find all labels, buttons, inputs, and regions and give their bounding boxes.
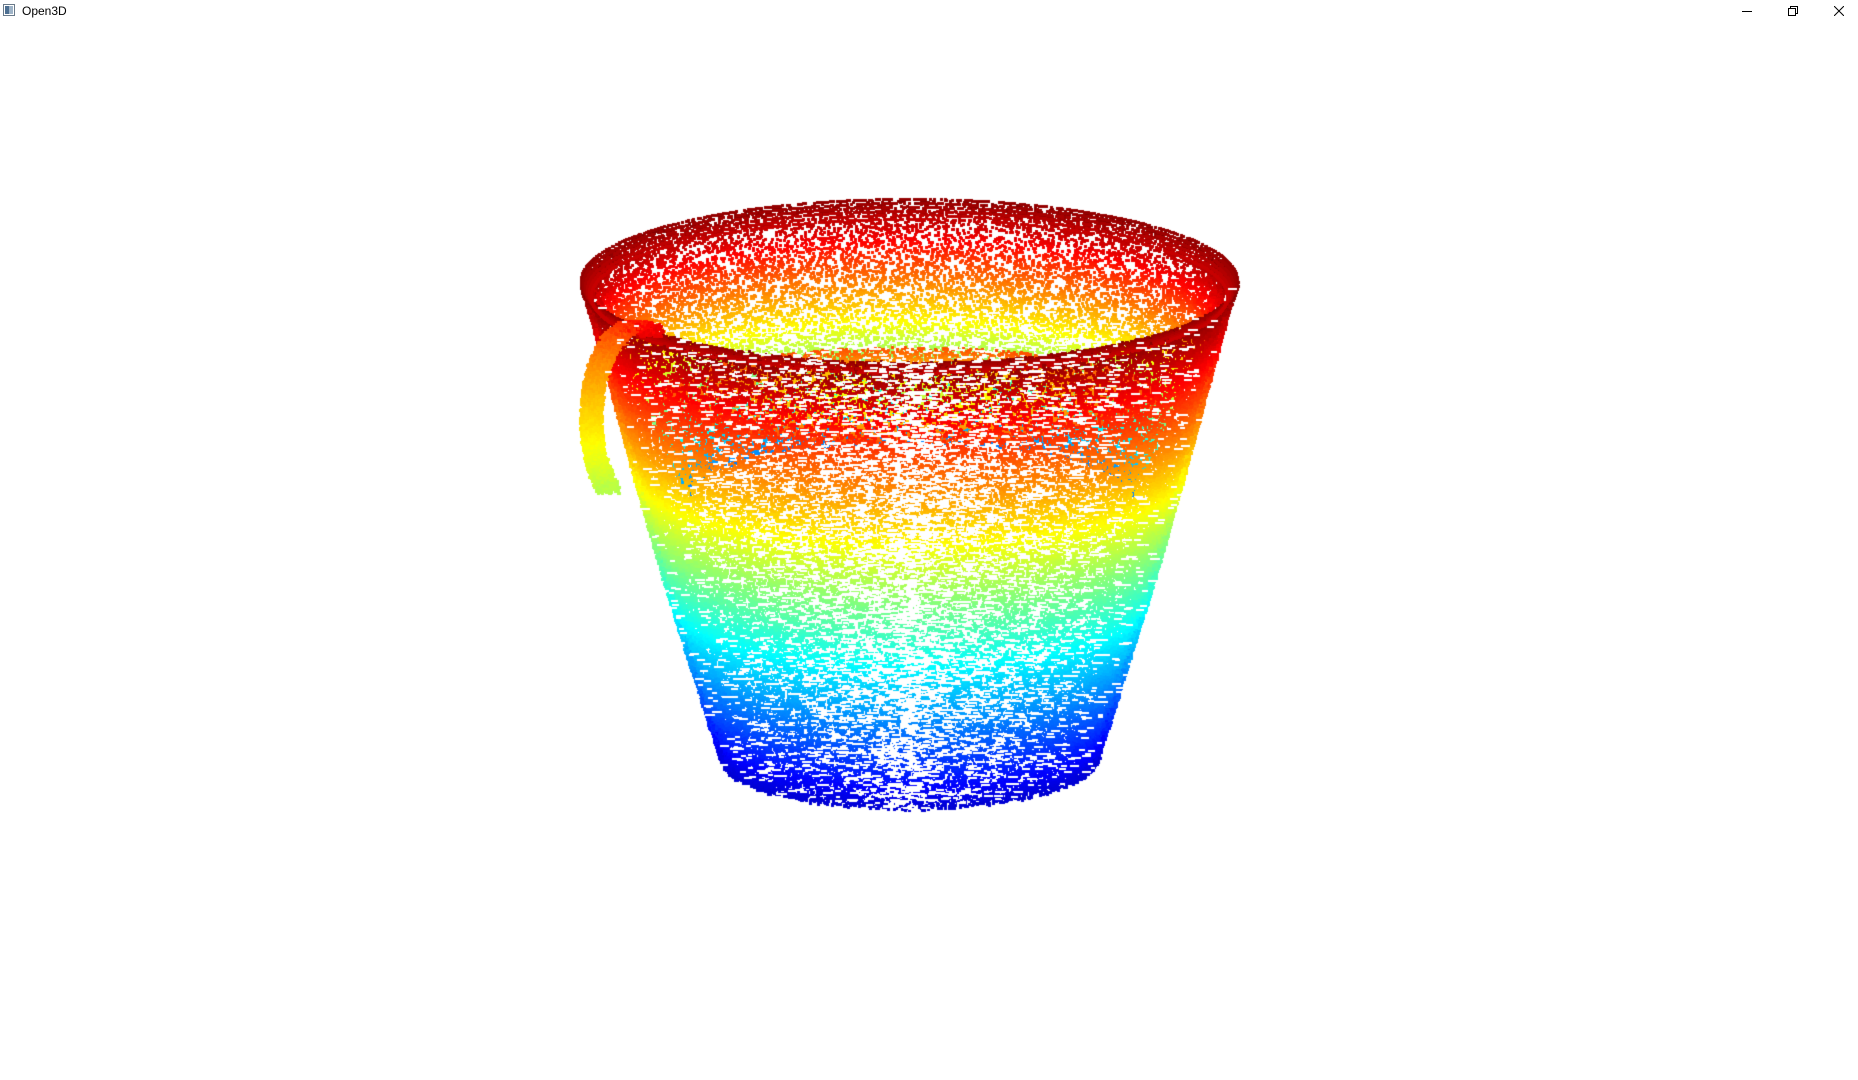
close-button[interactable] bbox=[1816, 0, 1858, 22]
open3d-window-icon bbox=[3, 4, 15, 16]
restore-button[interactable] bbox=[1770, 0, 1816, 22]
minimize-button[interactable] bbox=[1724, 0, 1770, 22]
window-title: Open3D bbox=[22, 4, 67, 18]
point-cloud-mug[interactable] bbox=[0, 22, 1858, 1080]
3d-viewport[interactable] bbox=[0, 22, 1858, 1080]
title-bar[interactable]: Open3D bbox=[0, 0, 1858, 22]
close-icon bbox=[1834, 6, 1844, 16]
restore-icon bbox=[1788, 6, 1798, 16]
minimize-icon bbox=[1742, 11, 1752, 12]
